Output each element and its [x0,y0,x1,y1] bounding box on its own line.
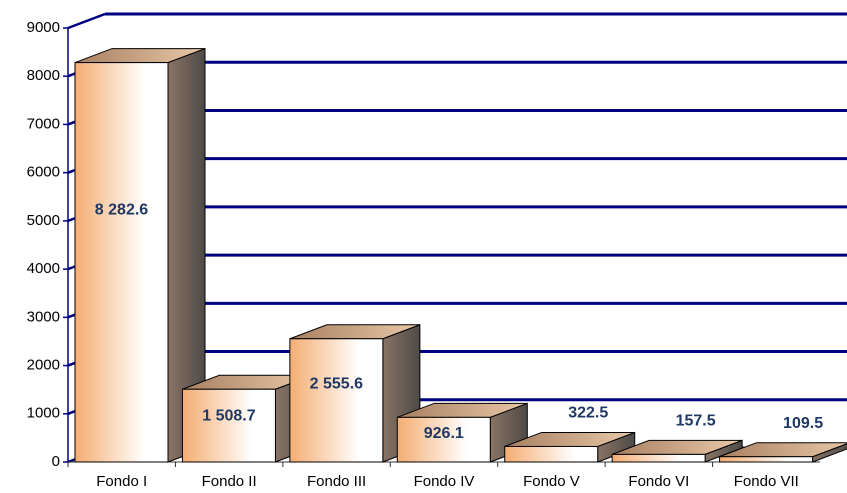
bar-front [611,453,706,463]
value-label: 8 282.6 [95,202,148,219]
bar-front [289,338,384,463]
y-tick-label: 0 [52,453,60,470]
value-label: 109.5 [783,415,823,432]
y-tick-label: 2000 [27,357,60,374]
x-tick-label: Fondo VI [628,473,689,490]
value-label: 1 508.7 [202,407,255,424]
y-tick-label: 6000 [27,164,60,181]
y-tick-label: 9000 [27,19,60,36]
y-tick-label: 5000 [27,212,60,229]
x-tick-label: Fondo VII [734,473,799,490]
value-label: 322.5 [568,405,608,422]
y-tick-label: 8000 [27,67,60,84]
bar-front [504,445,599,463]
x-tick-label: Fondo IV [414,473,475,490]
x-tick-label: Fondo III [307,473,366,490]
grid-line [67,12,106,30]
value-label: 2 555.6 [310,376,363,393]
x-tick-label: Fondo II [202,473,257,490]
bar-front [181,388,276,463]
bar-front [719,456,814,463]
value-label: 157.5 [676,413,716,430]
y-tick-label: 4000 [27,260,60,277]
y-tick-label: 7000 [27,115,60,132]
x-tick-label: Fondo I [96,473,147,490]
y-tick-label: 1000 [27,405,60,422]
y-tick-label: 3000 [27,308,60,325]
bar-front [74,62,169,463]
bar-front [396,416,491,463]
x-tick-label: Fondo V [523,473,580,490]
value-label: 926.1 [424,425,464,442]
